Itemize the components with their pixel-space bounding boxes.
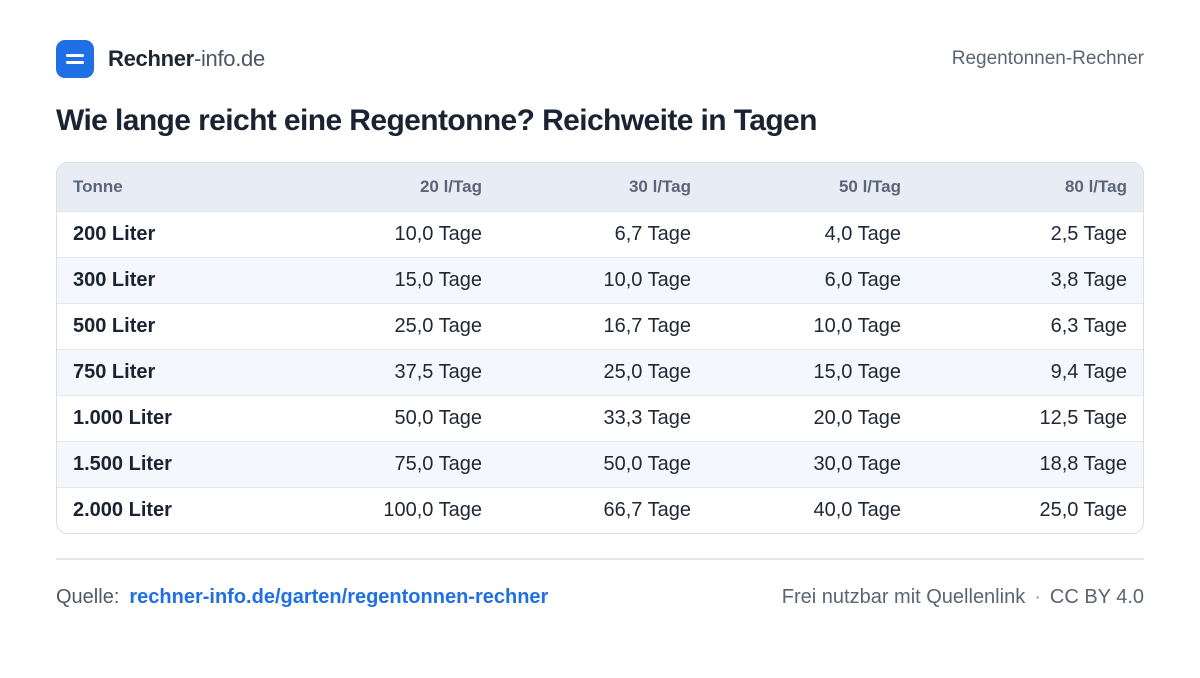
table-cell: 9,4 Tage	[1050, 360, 1127, 383]
column-header: 50 l/Tag	[838, 176, 901, 196]
table-cell: 25,0 Tage	[1039, 498, 1128, 521]
column-header: 20 l/Tag	[419, 176, 482, 196]
table-row: 200 Liter 10,0 Tage 6,7 Tage 4,0 Tage 2,…	[57, 211, 1143, 257]
table-cell-tonne: 500 Liter	[73, 314, 156, 337]
column-header: 30 l/Tag	[628, 176, 691, 196]
table-cell: 100,0 Tage	[383, 498, 482, 521]
separator-dot: ·	[1034, 585, 1041, 608]
table-cell: 18,8 Tage	[1039, 452, 1128, 475]
table-cell-tonne: 750 Liter	[73, 360, 156, 383]
page-header: Rechner-info.de Regentonnen-Rechner	[56, 40, 1144, 78]
table-cell: 25,0 Tage	[394, 314, 483, 337]
table-cell: 6,3 Tage	[1050, 314, 1127, 337]
source-link[interactable]: rechner-info.de/garten/regentonnen-rechn…	[129, 585, 549, 608]
header-calculator-label: Regentonnen-Rechner	[951, 48, 1144, 69]
table-cell: 15,0 Tage	[813, 360, 902, 383]
column-header: 80 l/Tag	[1064, 176, 1127, 196]
table-cell: 20,0 Tage	[813, 406, 902, 429]
table-row: 750 Liter 37,5 Tage 25,0 Tage 15,0 Tage …	[57, 349, 1143, 395]
table-cell: 12,5 Tage	[1039, 406, 1128, 429]
page-footer: Quelle: rechner-info.de/garten/regentonn…	[56, 582, 1144, 612]
brand-name: Rechner-info.de	[108, 46, 265, 72]
table-cell-tonne: 1.500 Liter	[73, 452, 172, 475]
logo-bar-top	[66, 54, 84, 57]
source-label: Quelle:	[56, 585, 120, 608]
table-cell-tonne: 300 Liter	[73, 268, 156, 291]
table-cell: 4,0 Tage	[824, 222, 901, 245]
range-table-container: Tonne 20 l/Tag 30 l/Tag 50 l/Tag 80 l/Ta…	[56, 162, 1144, 534]
table-cell: 37,5 Tage	[394, 360, 483, 383]
license-text: CC BY 4.0	[1049, 585, 1144, 608]
table-cell-tonne: 200 Liter	[73, 222, 156, 245]
table-cell: 50,0 Tage	[394, 406, 483, 429]
table-cell: 2,5 Tage	[1050, 222, 1127, 245]
table-cell: 16,7 Tage	[603, 314, 692, 337]
range-table: Tonne 20 l/Tag 30 l/Tag 50 l/Tag 80 l/Ta…	[57, 163, 1143, 533]
table-cell: 10,0 Tage	[394, 222, 483, 245]
logo-bar-bottom	[66, 61, 84, 64]
brand-name-bold: Rechner	[108, 46, 194, 71]
table-cell: 25,0 Tage	[603, 360, 692, 383]
table-header-row: Tonne 20 l/Tag 30 l/Tag 50 l/Tag 80 l/Ta…	[57, 163, 1143, 211]
table-cell: 50,0 Tage	[603, 452, 692, 475]
source-credit: Quelle: rechner-info.de/garten/regentonn…	[56, 586, 548, 609]
table-body: 200 Liter 10,0 Tage 6,7 Tage 4,0 Tage 2,…	[57, 211, 1143, 533]
table-cell: 40,0 Tage	[813, 498, 902, 521]
footer-divider	[56, 558, 1144, 560]
equals-icon	[56, 40, 94, 78]
license-note: Frei nutzbar mit Quellenlink · CC BY 4.0	[782, 586, 1144, 609]
table-cell: 6,7 Tage	[614, 222, 691, 245]
table-cell: 33,3 Tage	[603, 406, 692, 429]
table-cell: 3,8 Tage	[1050, 268, 1127, 291]
column-header: Tonne	[73, 176, 123, 196]
usage-text: Frei nutzbar mit Quellenlink	[781, 585, 1026, 608]
page-title: Wie lange reicht eine Regentonne? Reichw…	[56, 104, 817, 137]
table-cell-tonne: 1.000 Liter	[73, 406, 172, 429]
table-row: 300 Liter 15,0 Tage 10,0 Tage 6,0 Tage 3…	[57, 257, 1143, 303]
table-row: 1.000 Liter 50,0 Tage 33,3 Tage 20,0 Tag…	[57, 395, 1143, 441]
table-cell: 10,0 Tage	[813, 314, 902, 337]
brand[interactable]: Rechner-info.de	[56, 40, 265, 78]
table-cell-tonne: 2.000 Liter	[73, 498, 172, 521]
table-cell: 30,0 Tage	[813, 452, 902, 475]
table-row: 1.500 Liter 75,0 Tage 50,0 Tage 30,0 Tag…	[57, 441, 1143, 487]
table-cell: 15,0 Tage	[394, 268, 483, 291]
table-cell: 10,0 Tage	[603, 268, 692, 291]
table-cell: 66,7 Tage	[603, 498, 692, 521]
table-cell: 75,0 Tage	[394, 452, 483, 475]
table-header: Tonne 20 l/Tag 30 l/Tag 50 l/Tag 80 l/Ta…	[57, 163, 1143, 211]
table-row: 500 Liter 25,0 Tage 16,7 Tage 10,0 Tage …	[57, 303, 1143, 349]
brand-name-light: -info.de	[193, 46, 265, 71]
table-row: 2.000 Liter 100,0 Tage 66,7 Tage 40,0 Ta…	[57, 487, 1143, 533]
table-cell: 6,0 Tage	[824, 268, 901, 291]
